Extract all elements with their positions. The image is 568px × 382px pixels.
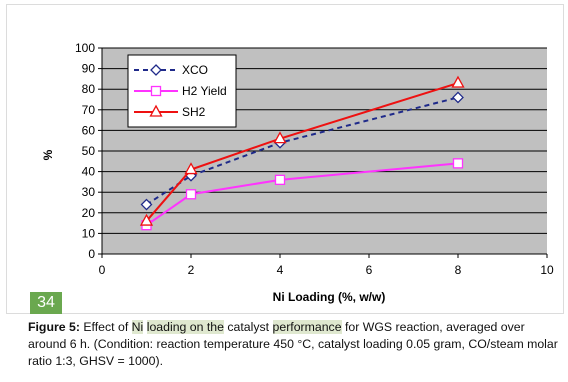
legend-label: XCO [182, 63, 208, 77]
data-point [139, 213, 154, 226]
data-point [273, 131, 287, 144]
y-tick-label: 50 [82, 144, 96, 158]
y-tick-label: 40 [82, 165, 96, 179]
y-tick-label: 90 [82, 62, 96, 76]
y-tick-label: 0 [88, 247, 95, 261]
page-number-badge: 34 [30, 292, 62, 314]
data-point [274, 174, 286, 185]
x-tick-label: 10 [540, 263, 554, 277]
y-tick-label: 80 [82, 82, 96, 96]
x-tick-label: 4 [277, 263, 284, 277]
y-tick-label: 20 [82, 206, 96, 220]
series-line [145, 82, 459, 222]
data-point [185, 189, 197, 200]
caption-text: for WGS reaction, averaged over around 6… [28, 320, 558, 368]
data-point [184, 162, 198, 175]
caption-highlight: performance [272, 320, 342, 334]
figure-caption: Figure 5: Effect of Ni loading on the ca… [28, 319, 558, 370]
x-axis-title: Ni Loading (%, w/w) [273, 290, 386, 304]
series-line [145, 96, 459, 206]
series-line [145, 162, 459, 226]
legend-label: SH2 [182, 105, 206, 119]
legend-marker [150, 64, 162, 76]
x-tick-label: 8 [455, 263, 462, 277]
chart-frame: 0 10 20 30 40 50 60 70 80 90 100 0 2 4 6 8 10 XCO H2 Yield… [6, 4, 564, 314]
x-tick-label: 6 [366, 263, 373, 277]
caption-highlight: loading on the [146, 320, 224, 334]
y-tick-label: 60 [82, 123, 96, 137]
y-tick-label: 100 [75, 41, 95, 55]
data-point [451, 75, 465, 88]
legend-marker [150, 85, 162, 97]
legend-label: H2 Yield [182, 84, 227, 98]
y-tick-label: 10 [82, 226, 96, 240]
caption-highlight: Ni [131, 320, 144, 334]
figure-label: Figure 5: [28, 320, 80, 334]
y-tick-label: 30 [82, 185, 96, 199]
data-point [140, 198, 153, 211]
y-axis-title: % [41, 149, 55, 160]
y-tick-label: 70 [82, 103, 96, 117]
x-tick-label: 0 [99, 263, 106, 277]
caption-text: Effect of [79, 320, 132, 334]
x-tick-label: 2 [188, 263, 195, 277]
line-chart: 0 10 20 30 40 50 60 70 80 90 100 0 2 4 6 8 10 XCO H2 Yield… [41, 41, 554, 304]
data-point [452, 91, 464, 104]
legend-marker [149, 104, 163, 117]
data-point [452, 158, 464, 169]
caption-text: catalyst [223, 320, 273, 334]
